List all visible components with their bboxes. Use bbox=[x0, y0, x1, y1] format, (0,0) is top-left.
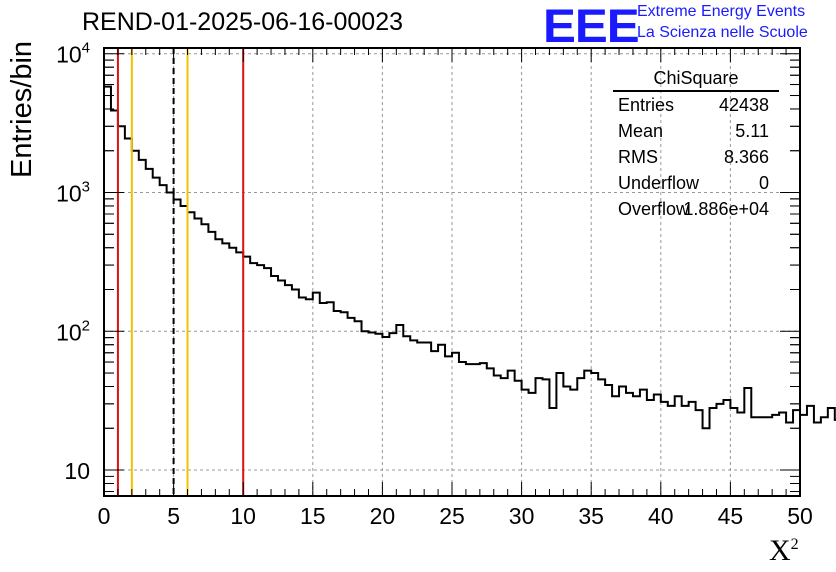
stats-label: Entries bbox=[618, 95, 675, 115]
stats-label: RMS bbox=[618, 147, 658, 167]
x-tick-label: 5 bbox=[167, 503, 180, 529]
x-tick-label: 0 bbox=[98, 503, 111, 529]
x-axis-label: X2 bbox=[769, 534, 799, 568]
x-tick-label: 20 bbox=[370, 503, 396, 529]
logo-subtitle-1: Extreme Energy Events bbox=[637, 3, 806, 20]
stats-label: Underflow bbox=[618, 173, 700, 193]
logo-subtitle-2: La Scienza nelle Scuole bbox=[637, 24, 808, 41]
chart-title: REND-01-2025-06-16-00023 bbox=[82, 8, 404, 36]
histogram-line bbox=[104, 85, 836, 430]
stats-box: ChiSquare Entries 42438 Mean 5.11 RMS 8.… bbox=[611, 66, 779, 222]
y-tick-label: 102 bbox=[56, 317, 90, 345]
x-tick-label: 25 bbox=[439, 503, 465, 529]
x-axis-label-base: X bbox=[769, 534, 791, 567]
x-axis-label-exponent: 2 bbox=[790, 536, 799, 553]
stats-value: 0 bbox=[758, 173, 769, 193]
y-axis-label: Entries/bin bbox=[6, 40, 38, 178]
x-tick-label: 30 bbox=[509, 503, 535, 529]
x-tick-label: 10 bbox=[230, 503, 256, 529]
stats-row-rms: RMS 8.366 bbox=[611, 144, 777, 170]
axis-ticks bbox=[103, 48, 801, 496]
stats-row-entries: Entries 42438 bbox=[611, 92, 777, 118]
y-tick-label: 10 bbox=[64, 458, 90, 484]
x-tick-label: 45 bbox=[718, 503, 744, 529]
stats-title: ChiSquare bbox=[613, 66, 779, 92]
x-tick-label: 35 bbox=[578, 503, 604, 529]
stats-label: Overflow bbox=[618, 199, 690, 219]
x-tick-labels: 0 5 10 15 20 25 30 35 40 45 50 bbox=[98, 503, 813, 529]
eee-logo: EEE bbox=[543, 0, 640, 52]
stats-label: Mean bbox=[618, 121, 664, 141]
stats-row-overflow: Overflow 1.886e+04 bbox=[611, 196, 777, 222]
stats-row-mean: Mean 5.11 bbox=[611, 118, 777, 144]
stats-value: 42438 bbox=[718, 95, 769, 115]
x-tick-label: 50 bbox=[787, 503, 813, 529]
x-tick-label: 15 bbox=[300, 503, 326, 529]
stats-value: 1.886e+04 bbox=[683, 199, 769, 219]
stats-value: 5.11 bbox=[735, 121, 769, 141]
y-tick-label: 103 bbox=[56, 179, 90, 207]
stats-value: 8.366 bbox=[723, 147, 769, 167]
y-tick-labels: 10 102 103 104 bbox=[56, 40, 90, 484]
y-tick-label: 104 bbox=[56, 40, 90, 68]
stats-row-underflow: Underflow 0 bbox=[611, 170, 777, 196]
marker-lines bbox=[116, 48, 245, 496]
x-tick-label: 40 bbox=[648, 503, 674, 529]
